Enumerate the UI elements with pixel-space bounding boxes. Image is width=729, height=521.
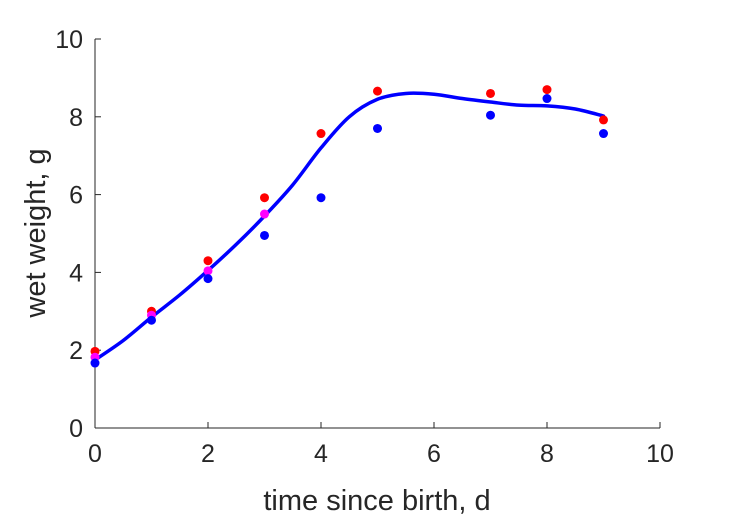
x-axis-label: time since birth, d bbox=[263, 485, 490, 517]
axes: 0 2 4 6 8 10 0 2 4 6 8 10 bbox=[55, 26, 674, 468]
y-tick-label: 6 bbox=[69, 182, 83, 210]
y-tick-label: 8 bbox=[69, 104, 83, 132]
series-0-point bbox=[542, 85, 552, 95]
y-tick-label: 10 bbox=[55, 26, 83, 54]
series-2-point bbox=[486, 110, 495, 120]
series-2-point bbox=[147, 315, 156, 325]
series-2-point bbox=[260, 230, 269, 240]
series-2-point bbox=[542, 94, 552, 104]
plot-area bbox=[90, 85, 608, 368]
x-tick-label: 2 bbox=[201, 440, 215, 468]
series-0-point bbox=[373, 86, 382, 96]
x-tick-label: 0 bbox=[88, 440, 102, 468]
x-tick-label: 10 bbox=[646, 440, 674, 468]
x-tick-label: 6 bbox=[427, 440, 441, 468]
series-1-point bbox=[260, 209, 269, 219]
y-axis-label: wet weight, g bbox=[20, 148, 52, 318]
x-tick-label: 4 bbox=[314, 440, 328, 468]
series-3-line bbox=[93, 91, 606, 362]
series-0-point bbox=[203, 256, 213, 266]
series-1-point bbox=[203, 266, 213, 276]
x-tick-label: 8 bbox=[540, 440, 554, 468]
series-0-point bbox=[260, 193, 269, 203]
series-2-point bbox=[373, 123, 382, 133]
series-2-point bbox=[90, 358, 100, 368]
series-2-point bbox=[316, 193, 326, 203]
y-tick-label: 2 bbox=[69, 337, 83, 365]
y-tick-label: 4 bbox=[69, 259, 83, 287]
series-0-point bbox=[599, 115, 608, 125]
series-2-point bbox=[599, 129, 608, 139]
series-2-point bbox=[203, 274, 213, 284]
series-0-point bbox=[486, 88, 495, 98]
y-tick-label: 0 bbox=[69, 415, 83, 443]
series-0-point bbox=[316, 129, 326, 139]
